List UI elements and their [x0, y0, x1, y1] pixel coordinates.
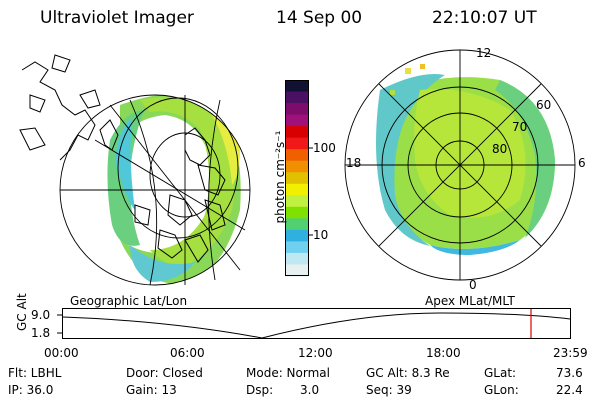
geographic-grid [59, 94, 251, 286]
colorbar-swatch [285, 218, 309, 231]
gc-alt-info: GC Alt: 8.3 Re [366, 366, 450, 380]
lat-label-60: 60 [536, 98, 552, 112]
timeline-axis-label: GC Alt [15, 293, 29, 331]
timeline-y-tick-1-8: 1.8 [31, 326, 51, 340]
time-label: 22:10:07 UT [432, 8, 537, 28]
colorbar-swatch [285, 241, 309, 254]
timeline-x-tick-2359: 23:59 [553, 346, 588, 360]
glon-label: GLon: [484, 383, 519, 397]
colorbar-swatch [285, 195, 309, 208]
colorbar [285, 80, 313, 277]
timeline-x-tick-1800: 18:00 [426, 346, 461, 360]
glat-label: GLat: [484, 366, 517, 380]
mlt-label-6: 6 [578, 156, 586, 170]
colorbar-swatch [285, 264, 309, 277]
altitude-curve [62, 312, 571, 339]
ip-info: IP: 36.0 [8, 383, 54, 397]
glon-value: 22.4 [556, 383, 583, 397]
timeline-x-tick-1200: 12:00 [298, 346, 333, 360]
dsp-value: 3.0 [300, 383, 320, 397]
colorbar-swatch [285, 91, 309, 104]
colorbar-tick-10: 10 [313, 228, 329, 242]
colorbar-swatch [285, 183, 309, 196]
dsp-label: Dsp: [246, 383, 274, 397]
colorbar-swatch [285, 160, 309, 173]
timeline-x-tick-0000: 00:00 [44, 346, 79, 360]
filter-info: Flt: LBHL [8, 366, 62, 380]
mlt-label-0: 0 [469, 278, 477, 292]
gain-info: Gain: 13 [126, 383, 177, 397]
polar-grid [344, 49, 576, 281]
timeline-y-tick-9: 9.0 [31, 308, 51, 322]
colorbar-swatch [285, 149, 309, 162]
date-label: 14 Sep 00 [276, 8, 363, 28]
colorbar-swatch [285, 103, 309, 116]
left-map-caption: Geographic Lat/Lon [70, 294, 188, 308]
colorbar-swatch [285, 80, 309, 93]
seq-info: Seq: 39 [366, 383, 412, 397]
colorbar-tick-100: 100 [313, 141, 336, 155]
polar-auroral-image [376, 64, 555, 255]
instrument-title: Ultraviolet Imager [40, 8, 194, 28]
lat-label-70: 70 [512, 120, 528, 134]
door-info: Door: Closed [126, 366, 203, 380]
colorbar-swatch [285, 252, 309, 266]
lat-label-80: 80 [492, 142, 508, 156]
right-map-caption: Apex MLat/MLT [425, 294, 515, 308]
timeline-x-tick-0600: 06:00 [170, 346, 205, 360]
colorbar-swatch [285, 126, 309, 139]
colorbar-swatch [285, 137, 309, 150]
mode-info: Mode: Normal [246, 366, 330, 380]
colorbar-swatch [285, 229, 309, 243]
altitude-timeline [57, 308, 571, 339]
colorbar-swatch [285, 114, 309, 127]
colorbar-swatch [285, 172, 309, 185]
colorbar-swatch [285, 206, 309, 219]
mlt-label-18: 18 [346, 156, 362, 170]
glat-value: 73.6 [556, 366, 583, 380]
mlt-label-12: 12 [476, 46, 492, 60]
